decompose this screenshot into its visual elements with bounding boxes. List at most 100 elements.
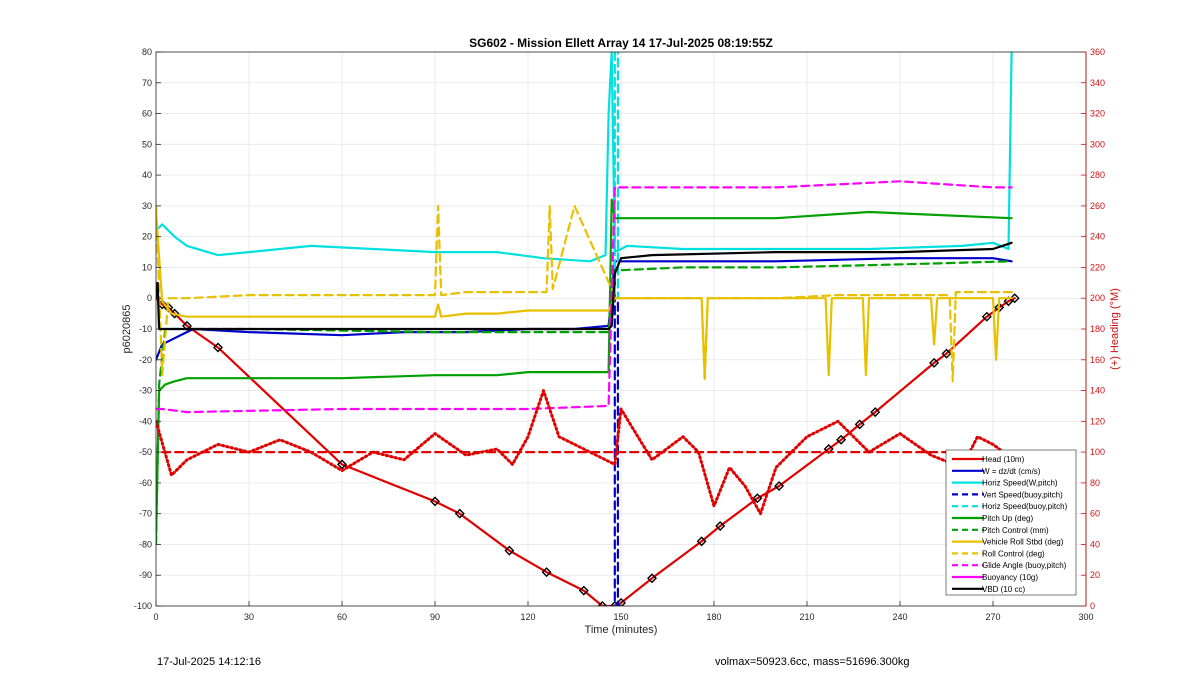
y-tick-label-left: -70 <box>139 509 152 519</box>
depth-marker <box>696 536 707 547</box>
y-tick-label-right: 240 <box>1090 232 1105 242</box>
series-line-6 <box>156 260 1013 546</box>
legend-entry: Glide Angle (buoy,pitch) <box>982 561 1067 570</box>
y-tick-label-left: 50 <box>142 139 152 149</box>
x-axis-label: Time (minutes) <box>585 624 658 636</box>
y-tick-label-left: 40 <box>142 170 152 180</box>
y-tick-label-right: 300 <box>1090 139 1105 149</box>
y-tick-label-left: 20 <box>142 232 152 242</box>
series-layer <box>156 52 1020 606</box>
y-axis-left: 80 70 60 50 40 30 20 10 0 -10 -20 -30 -40 -50 -60 -70 -8… <box>134 47 161 611</box>
x-tick-label: 270 <box>985 612 1000 622</box>
depth-marker <box>1009 293 1020 304</box>
legend-entry: Vehicle Roll Stbd (deg) <box>982 538 1064 547</box>
y-tick-label-left: -100 <box>134 601 152 611</box>
legend-entry: Vert Speed(buoy,pitch) <box>982 490 1063 499</box>
y-tick-label-left: -30 <box>139 386 152 396</box>
y-tick-label-right: 340 <box>1090 78 1105 88</box>
x-tick-label: 120 <box>520 612 535 622</box>
y-tick-label-right: 260 <box>1090 201 1105 211</box>
x-tick-label: 300 <box>1078 612 1093 622</box>
x-tick-label: 210 <box>799 612 814 622</box>
y-tick-label-right: 200 <box>1090 293 1105 303</box>
y-tick-label-left: -80 <box>139 539 152 549</box>
depth-marker <box>981 311 992 322</box>
depth-marker <box>213 342 223 353</box>
y-tick-label-right: 220 <box>1090 262 1105 272</box>
y-tick-label-right: 100 <box>1090 447 1105 457</box>
depth-marker <box>752 493 763 504</box>
footer-vehicle-info: volmax=50923.6cc, mass=51696.300kg <box>715 656 910 668</box>
legend-box <box>945 449 1077 596</box>
chart-title: SG602 - Mission Ellett Array 14 17-Jul-2… <box>469 36 773 50</box>
x-tick-label: 90 <box>430 612 440 622</box>
y-tick-label-right: 320 <box>1090 109 1105 119</box>
y-tick-label-left: 60 <box>142 109 152 119</box>
x-tick-label: 60 <box>337 612 347 622</box>
y-tick-label-left: -20 <box>139 355 152 365</box>
y-tick-label-left: 0 <box>147 293 152 303</box>
y-tick-label-right: 280 <box>1090 170 1105 180</box>
depth-marker <box>854 419 865 430</box>
legend-entry: Roll Control (deg) <box>982 549 1045 558</box>
y-tick-label-left: -50 <box>139 447 152 457</box>
series-line-8 <box>156 204 1013 383</box>
y-axis-label-right: (+) Heading (°M) <box>1109 288 1121 370</box>
depth-marker <box>609 601 620 606</box>
depth-marker <box>578 585 589 596</box>
depth-marker <box>504 545 515 556</box>
y-tick-label-right: 60 <box>1090 509 1100 519</box>
y-axis-label-left: p6020865 <box>121 305 133 354</box>
y-tick-label-right: 180 <box>1090 324 1105 334</box>
depth-marker <box>169 308 180 319</box>
depth-marker <box>430 496 440 507</box>
y-tick-label-right: 20 <box>1090 570 1100 580</box>
x-tick-label: 150 <box>613 612 628 622</box>
depth-marker <box>337 459 347 470</box>
legend-entry: Horiz Speed(W,pitch) <box>982 479 1058 488</box>
y-tick-label-right: 160 <box>1090 355 1105 365</box>
y-tick-label-left: -60 <box>139 478 152 488</box>
depth-marker <box>616 597 626 606</box>
legend-entry: Pitch Control (mm) <box>982 526 1049 535</box>
y-tick-label-right: 40 <box>1090 539 1100 549</box>
series-line-5 <box>156 198 1013 540</box>
x-tick-label: 240 <box>892 612 907 622</box>
depth-marker <box>715 520 726 531</box>
y-tick-label-left: 70 <box>142 78 152 88</box>
x-tick-label: 30 <box>244 612 254 622</box>
depth-marker <box>157 299 168 310</box>
depth-marker <box>870 407 881 418</box>
y-tick-label-left: 10 <box>142 262 152 272</box>
x-tick-label: 0 <box>153 612 158 622</box>
legend-entry: Horiz Speed(buoy,pitch) <box>982 502 1068 511</box>
legend-entry: Pitch Up (deg) <box>982 514 1033 523</box>
y-tick-label-right: 80 <box>1090 478 1100 488</box>
y-tick-label-left: -10 <box>139 324 152 334</box>
y-tick-label-left: -90 <box>139 570 152 580</box>
y-axis-right: 3603403203002802602402202001801601401201… <box>1081 47 1105 611</box>
legend-entry: W = dz/dt (cm/s) <box>982 467 1041 476</box>
depth-marker <box>836 434 847 445</box>
depth-marker <box>941 348 952 359</box>
y-tick-label-left: 30 <box>142 201 152 211</box>
legend-entry: Buoyancy (10g) <box>982 573 1038 582</box>
y-tick-label-left: -40 <box>139 416 152 426</box>
x-tick-label: 180 <box>706 612 721 622</box>
footer-timestamp: 17-Jul-2025 14:12:16 <box>157 656 261 668</box>
legend-entry: Head (10m) <box>982 455 1025 464</box>
y-tick-label-right: 140 <box>1090 386 1105 396</box>
depth-marker <box>774 480 785 491</box>
y-tick-label-right: 120 <box>1090 416 1105 426</box>
depth-marker <box>541 567 552 578</box>
y-tick-label-right: 360 <box>1090 47 1105 57</box>
depth-marker <box>929 357 940 368</box>
legend: Head (10m) W = dz/dt (cm/s) Horiz Speed(W,… <box>945 449 1077 596</box>
y-tick-label-left: 80 <box>142 47 152 57</box>
depth-marker <box>454 508 465 519</box>
x-axis: 0 30 60 90 120 150 180 210 240 270 300 <box>153 601 1094 622</box>
series-line-9 <box>156 180 1013 414</box>
y-tick-label-right: 0 <box>1090 601 1095 611</box>
depth-marker <box>597 601 608 606</box>
